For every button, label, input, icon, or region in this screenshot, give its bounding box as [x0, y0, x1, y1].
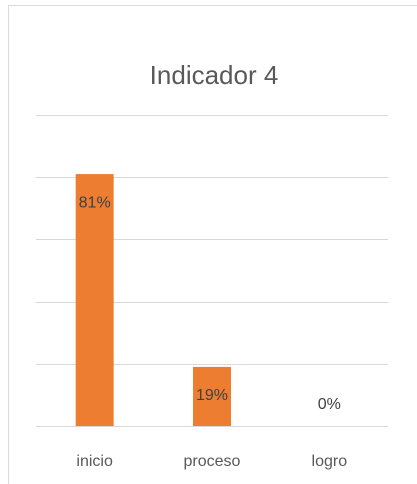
chart-title: Indicador 4 — [150, 60, 279, 90]
x-tick-label: logro — [312, 453, 348, 470]
bar — [193, 366, 231, 426]
x-tick-label: proceso — [184, 453, 241, 470]
data-label: 0% — [318, 396, 341, 413]
bar — [75, 174, 114, 426]
data-label: 81% — [79, 194, 111, 211]
x-tick-label: inicio — [76, 453, 113, 470]
data-label: 19% — [196, 387, 228, 404]
